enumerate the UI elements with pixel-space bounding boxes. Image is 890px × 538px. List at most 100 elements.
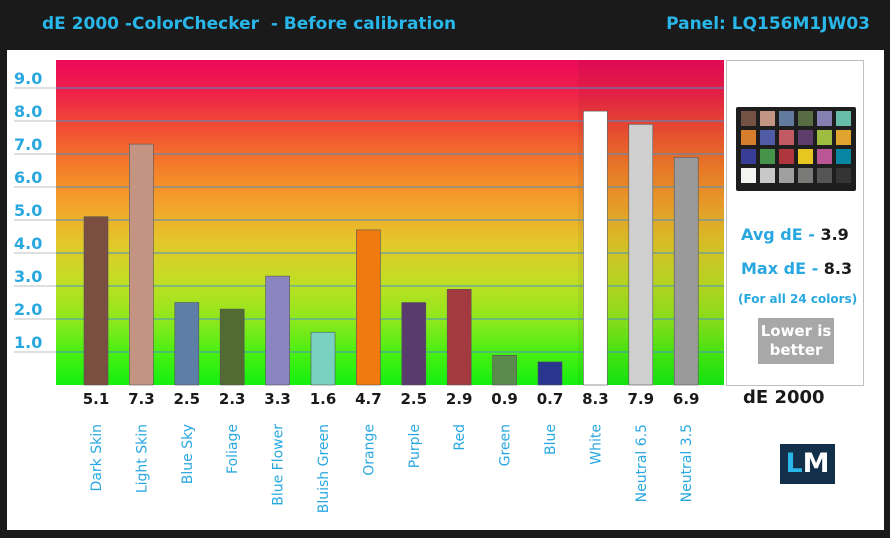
- value-label: 7.9: [628, 390, 655, 408]
- y-tick-label: 4.0: [14, 234, 42, 253]
- bars: [83, 110, 699, 386]
- bar-red: [446, 288, 472, 386]
- value-label: 2.9: [446, 390, 473, 408]
- value-labels: 5.1 7.3 2.5 2.3 3.3 1.6 4.7 2.5 2.9 0.9 0.7 8.3 7.9 6…: [83, 390, 700, 408]
- checker-patch: [817, 130, 832, 145]
- category-label: Blue: [543, 424, 559, 455]
- value-label: 2.5: [401, 390, 428, 408]
- value-label: 2.5: [174, 390, 201, 408]
- y-tick-label: 1.0: [14, 333, 42, 352]
- bar-neutral-3-5: [673, 157, 699, 386]
- y-tick-label: 9.0: [14, 69, 42, 88]
- bar-bluish-green: [310, 331, 336, 386]
- max-de: Max dE - 8.3: [741, 259, 852, 278]
- checker-patch: [779, 149, 794, 164]
- right-border: [884, 50, 890, 538]
- checker-patch: [817, 149, 832, 164]
- avg-de: Avg dE - 3.9: [741, 225, 849, 244]
- checker-patch: [798, 168, 813, 183]
- bar-green: [492, 354, 517, 386]
- category-label: Green: [498, 424, 514, 466]
- gridlines: [56, 87, 724, 353]
- checker-patch: [836, 168, 851, 183]
- bar-dark-skin: [83, 216, 109, 386]
- bar-blue: [537, 361, 563, 386]
- value-label: 3.3: [264, 390, 291, 408]
- checker-patch: [779, 111, 794, 126]
- value-label: 1.6: [310, 390, 337, 408]
- category-label: Foliage: [225, 424, 241, 474]
- category-label: Light Skin: [134, 424, 150, 493]
- value-label: 5.1: [83, 390, 110, 408]
- checker-patch: [779, 168, 794, 183]
- y-tick-label: 2.0: [14, 300, 42, 319]
- category-label: Neutral 6.5: [634, 424, 650, 502]
- category-label: Blue Sky: [180, 424, 196, 484]
- category-label: Red: [452, 424, 468, 451]
- chart-title: dE 2000 -ColorChecker - Before calibrati…: [42, 14, 457, 34]
- avg-de-value: 3.9: [820, 225, 849, 244]
- category-label: Bluish Green: [316, 424, 332, 513]
- checker-patch: [760, 149, 775, 164]
- bar-purple: [401, 302, 427, 386]
- y-tick-label: 7.0: [14, 135, 42, 154]
- bar-foliage: [219, 308, 245, 386]
- max-de-label: Max dE -: [741, 259, 824, 278]
- y-tick-label: 6.0: [14, 168, 42, 187]
- header-bar: dE 2000 -ColorChecker - Before calibrati…: [0, 0, 890, 50]
- y-tick-label: 8.0: [14, 102, 42, 121]
- value-label: 6.9: [673, 390, 700, 408]
- category-label: White: [588, 424, 604, 465]
- bar-blue-flower: [265, 275, 290, 386]
- checker-patch: [760, 111, 775, 126]
- category-label: Purple: [407, 424, 423, 468]
- avg-de-label: Avg dE -: [741, 225, 821, 244]
- checker-patch: [741, 130, 756, 145]
- max-de-value: 8.3: [823, 259, 853, 278]
- panel-label: Panel: LQ156M1JW03: [666, 14, 870, 34]
- value-label: 4.7: [355, 390, 382, 408]
- y-tick-label: 5.0: [14, 201, 42, 220]
- value-label: 8.3: [582, 390, 609, 408]
- checker-patch: [836, 111, 851, 126]
- checker-patch: [760, 168, 775, 183]
- logo-letter-l: L: [785, 448, 803, 479]
- metric-label: dE 2000: [743, 387, 825, 408]
- value-label: 7.3: [128, 390, 155, 408]
- checker-patch: [741, 111, 756, 126]
- lower-line2: better: [769, 341, 823, 359]
- bottom-border: [0, 530, 890, 538]
- category-labels: Dark Skin Light Skin Blue Sky Foliage Blue F…: [89, 424, 695, 514]
- checker-patch: [798, 130, 813, 145]
- value-label: 0.9: [491, 390, 518, 408]
- category-label: Neutral 3.5: [679, 424, 695, 502]
- checker-patch: [741, 149, 756, 164]
- checker-patch: [798, 111, 813, 126]
- colorchecker-icon: [736, 107, 856, 191]
- bar-neutral-6-5: [628, 124, 654, 386]
- bar-blue-sky: [174, 302, 200, 386]
- left-border: [0, 50, 7, 538]
- bar-orange: [356, 229, 381, 386]
- category-label: Orange: [361, 424, 377, 476]
- y-axis: 1.0 2.0 3.0 4.0 5.0 6.0 7.0 8.0 9.0: [14, 69, 56, 353]
- bar-light-skin: [129, 143, 154, 386]
- checker-patch: [817, 111, 832, 126]
- plot-background: [56, 60, 724, 385]
- value-label: 2.3: [219, 390, 246, 408]
- checker-patch: [798, 149, 813, 164]
- bar-white: [583, 110, 608, 386]
- category-label: Blue Flower: [271, 424, 287, 506]
- checker-patch: [760, 130, 775, 145]
- lm-logo: LM: [780, 444, 835, 484]
- checker-patch: [836, 149, 851, 164]
- lower-is-better-badge: Lower is better: [758, 318, 834, 364]
- checker-patch: [817, 168, 832, 183]
- y-tick-label: 3.0: [14, 267, 42, 286]
- category-label: Dark Skin: [89, 424, 105, 491]
- value-label: 0.7: [537, 390, 564, 408]
- lower-line1: Lower is: [760, 322, 832, 340]
- checker-patch: [836, 130, 851, 145]
